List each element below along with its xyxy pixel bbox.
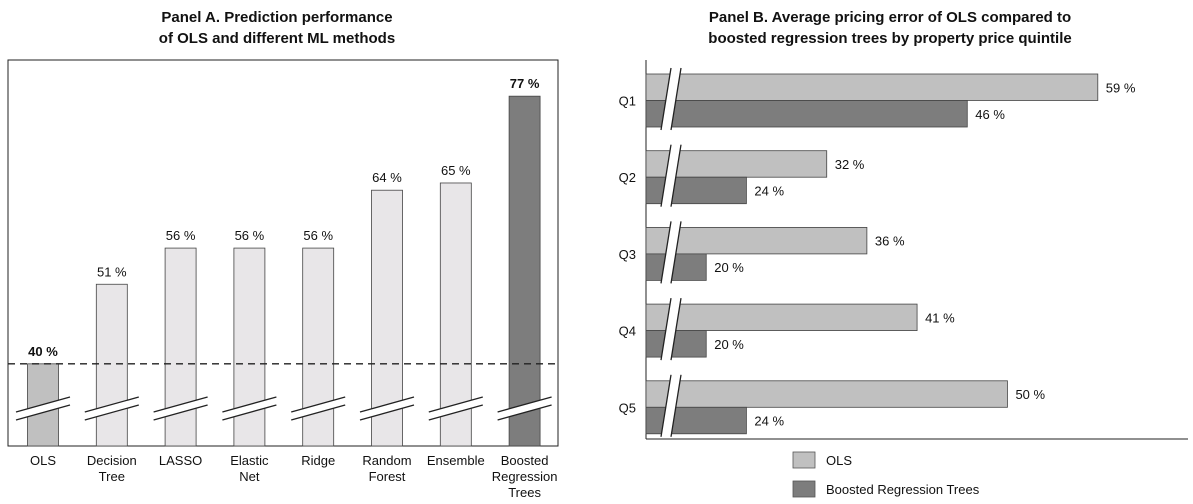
value-label-q4-boosted-regression-trees: 20 % [714, 337, 744, 352]
value-label-q3-boosted-regression-trees: 20 % [714, 260, 744, 275]
tick-label-ols: OLS [30, 453, 56, 468]
value-label-q4-ols: 41 % [925, 310, 955, 325]
value-label-q2-ols: 32 % [835, 157, 865, 172]
axis-break-mark [222, 396, 277, 421]
tick-label-lasso: LASSO [159, 453, 202, 468]
legend-swatch-boosted [792, 480, 816, 498]
panel-b-title-line-2: boosted regression trees by property pri… [708, 30, 1071, 47]
axis-break-mark [153, 396, 208, 421]
bar-q5-ols [645, 380, 1008, 408]
axis-break-mark [497, 396, 552, 421]
value-label-ridge: 56 % [303, 228, 333, 243]
panel-b-title-line-1: Panel B. Average pricing error of OLS co… [709, 9, 1071, 26]
bar-q3-boosted-regression-trees [645, 253, 707, 281]
tick-label-decision-tree: Tree [99, 469, 125, 484]
bar-decision-tree [95, 283, 128, 447]
value-label-ensemble: 65 % [441, 163, 471, 178]
tick-label-q3: Q3 [619, 247, 636, 262]
value-label-boosted-regression-trees: 77 % [510, 76, 540, 91]
axis-break-mark [428, 396, 483, 421]
panel-a-title-line-2: of OLS and different ML methods [159, 30, 395, 47]
value-label-ols: 40 % [28, 344, 58, 359]
legend-swatch-ols [792, 451, 816, 469]
axis-break-mark [660, 221, 682, 284]
axis-break-mark [660, 297, 682, 361]
value-label-q2-boosted-regression-trees: 24 % [754, 183, 784, 198]
value-label-q5-boosted-regression-trees: 24 % [754, 414, 784, 429]
value-label-q3-ols: 36 % [875, 234, 905, 249]
tick-label-elastic-net: Elastic [230, 453, 269, 468]
panel-b-chart: Panel B. Average pricing error of OLS co… [619, 9, 1188, 498]
value-label-lasso: 56 % [166, 228, 196, 243]
bar-q1-boosted-regression-trees [645, 100, 968, 128]
panel-a-plot-area [7, 59, 559, 447]
tick-label-ridge: Ridge [301, 453, 335, 468]
legend: OLS Boosted Regression Trees [792, 451, 980, 498]
bar-boosted-regression-trees [508, 95, 541, 447]
value-label-q5-ols: 50 % [1015, 387, 1045, 402]
value-label-q1-boosted-regression-trees: 46 % [975, 107, 1005, 122]
value-label-random-forest: 64 % [372, 170, 402, 185]
tick-label-boosted-regression-trees: Regression [492, 469, 558, 484]
bar-q4-ols [645, 303, 918, 332]
legend-label-boosted: Boosted Regression Trees [826, 482, 980, 497]
bar-q1-ols [645, 73, 1099, 101]
value-label-elastic-net: 56 % [235, 228, 265, 243]
tick-label-boosted-regression-trees: Trees [508, 485, 541, 500]
tick-label-elastic-net: Net [239, 469, 260, 484]
bar-q3-ols [645, 226, 868, 255]
panel-a-title-line-1: Panel A. Prediction performance [161, 9, 392, 26]
axis-break-mark [660, 67, 682, 131]
axis-break-mark [660, 374, 682, 437]
tick-label-q4: Q4 [619, 324, 636, 339]
bar-lasso [164, 247, 197, 447]
tick-label-ensemble: Ensemble [427, 453, 485, 468]
axis-break-mark [359, 396, 415, 421]
legend-label-ols: OLS [826, 453, 852, 468]
axis-break-mark [84, 396, 139, 421]
bar-elastic-net [233, 247, 266, 447]
axis-break-mark [15, 396, 71, 421]
tick-label-q5: Q5 [619, 400, 636, 415]
tick-label-decision-tree: Decision [87, 453, 137, 468]
axis-break-mark [291, 396, 346, 421]
tick-label-random-forest: Forest [369, 469, 406, 484]
tick-label-q2: Q2 [619, 170, 636, 185]
tick-label-q1: Q1 [619, 94, 636, 109]
bar-q2-boosted-regression-trees [645, 176, 747, 205]
tick-label-random-forest: Random [362, 453, 411, 468]
axis-break-mark [660, 144, 682, 207]
bar-q5-boosted-regression-trees [645, 406, 747, 435]
bar-ridge [302, 247, 335, 447]
bar-q4-boosted-regression-trees [645, 330, 707, 358]
value-label-decision-tree: 51 % [97, 264, 127, 279]
value-label-q1-ols: 59 % [1106, 80, 1136, 95]
panel-a-chart: Panel A. Prediction performance of OLS a… [7, 9, 559, 500]
tick-label-boosted-regression-trees: Boosted [501, 453, 549, 468]
